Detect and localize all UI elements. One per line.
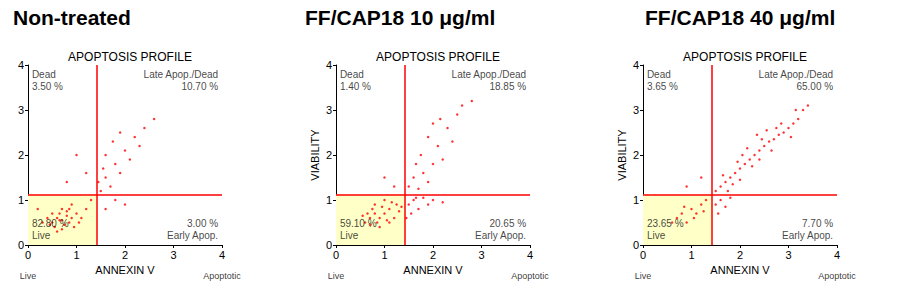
svg-text:0: 0 [640, 249, 646, 261]
svg-text:18.85 %: 18.85 % [489, 81, 526, 92]
svg-text:Apoptotic: Apoptotic [511, 271, 549, 281]
svg-text:VIABILITY: VIABILITY [616, 129, 628, 181]
svg-text:3: 3 [785, 249, 791, 261]
svg-text:2: 2 [430, 249, 436, 261]
svg-text:1.40 %: 1.40 % [340, 81, 371, 92]
svg-text:Dead: Dead [340, 69, 364, 80]
svg-text:10.70 %: 10.70 % [181, 81, 218, 92]
svg-text:2: 2 [326, 149, 332, 161]
svg-text:0: 0 [633, 239, 639, 251]
svg-text:3.50 %: 3.50 % [32, 81, 63, 92]
svg-text:3: 3 [18, 104, 24, 116]
svg-text:7.70 %: 7.70 % [802, 218, 833, 229]
svg-text:Early Apop.: Early Apop. [475, 230, 526, 241]
svg-text:Late Apop./Dead: Late Apop./Dead [759, 69, 834, 80]
svg-text:Early Apop.: Early Apop. [782, 230, 833, 241]
svg-text:2: 2 [18, 149, 24, 161]
svg-text:3: 3 [478, 249, 484, 261]
svg-text:3: 3 [326, 104, 332, 116]
svg-text:2: 2 [633, 149, 639, 161]
svg-text:0: 0 [333, 249, 339, 261]
svg-text:FF/CAP18 40 μg/ml: FF/CAP18 40 μg/ml [645, 6, 835, 29]
svg-text:Dead: Dead [32, 69, 56, 80]
svg-text:82.80 %: 82.80 % [32, 218, 69, 229]
svg-text:20.65 %: 20.65 % [489, 218, 526, 229]
svg-text:Apoptotic: Apoptotic [818, 271, 856, 281]
svg-text:4: 4 [219, 249, 225, 261]
svg-text:Late Apop./Dead: Late Apop./Dead [452, 69, 527, 80]
svg-text:4: 4 [633, 59, 639, 71]
svg-text:1: 1 [688, 249, 694, 261]
svg-text:4: 4 [18, 59, 24, 71]
svg-text:4: 4 [834, 249, 840, 261]
svg-text:3: 3 [170, 249, 176, 261]
svg-text:ANNEXIN V: ANNEXIN V [710, 264, 770, 276]
svg-text:APOPTOSIS PROFILE: APOPTOSIS PROFILE [683, 50, 807, 64]
svg-text:3.00 %: 3.00 % [187, 218, 218, 229]
svg-text:Non-treated: Non-treated [13, 6, 131, 29]
svg-text:ANNEXIN V: ANNEXIN V [403, 264, 463, 276]
svg-text:1: 1 [18, 194, 24, 206]
svg-text:VIABILITY: VIABILITY [309, 129, 321, 181]
svg-text:4: 4 [326, 59, 332, 71]
svg-text:Early Apop.: Early Apop. [167, 230, 218, 241]
svg-text:Live: Live [20, 271, 37, 281]
svg-text:0: 0 [18, 239, 24, 251]
svg-text:Live: Live [328, 271, 345, 281]
svg-text:0: 0 [25, 249, 31, 261]
svg-text:Apoptotic: Apoptotic [203, 271, 241, 281]
svg-text:3.65 %: 3.65 % [647, 81, 678, 92]
svg-text:1: 1 [633, 194, 639, 206]
svg-text:23.65 %: 23.65 % [647, 218, 684, 229]
svg-text:1: 1 [73, 249, 79, 261]
svg-text:3: 3 [633, 104, 639, 116]
svg-text:1: 1 [326, 194, 332, 206]
svg-text:Live: Live [32, 230, 51, 241]
svg-text:FF/CAP18 10 μg/ml: FF/CAP18 10 μg/ml [305, 6, 495, 29]
svg-text:4: 4 [527, 249, 533, 261]
svg-text:1: 1 [381, 249, 387, 261]
svg-text:APOPTOSIS PROFILE: APOPTOSIS PROFILE [376, 50, 500, 64]
svg-text:2: 2 [737, 249, 743, 261]
svg-text:59.10 %: 59.10 % [340, 218, 377, 229]
svg-text:Live: Live [647, 230, 666, 241]
svg-text:Live: Live [635, 271, 652, 281]
svg-text:APOPTOSIS PROFILE: APOPTOSIS PROFILE [68, 50, 192, 64]
svg-text:2: 2 [122, 249, 128, 261]
svg-text:Live: Live [340, 230, 359, 241]
svg-text:65.00 %: 65.00 % [796, 81, 833, 92]
svg-text:Late Apop./Dead: Late Apop./Dead [144, 69, 219, 80]
svg-text:Dead: Dead [647, 69, 671, 80]
svg-text:ANNEXIN V: ANNEXIN V [95, 264, 155, 276]
svg-text:0: 0 [326, 239, 332, 251]
